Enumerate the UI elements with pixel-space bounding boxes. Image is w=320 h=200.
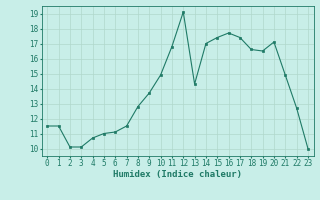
X-axis label: Humidex (Indice chaleur): Humidex (Indice chaleur) bbox=[113, 170, 242, 179]
